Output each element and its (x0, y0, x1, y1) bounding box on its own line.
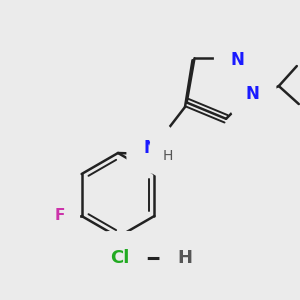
Text: N: N (246, 85, 260, 103)
Text: F: F (54, 208, 65, 224)
Text: N: N (143, 139, 157, 157)
Text: H: H (163, 149, 173, 163)
Text: H: H (178, 249, 193, 267)
Text: Cl: Cl (110, 249, 130, 267)
Text: N: N (231, 51, 244, 69)
